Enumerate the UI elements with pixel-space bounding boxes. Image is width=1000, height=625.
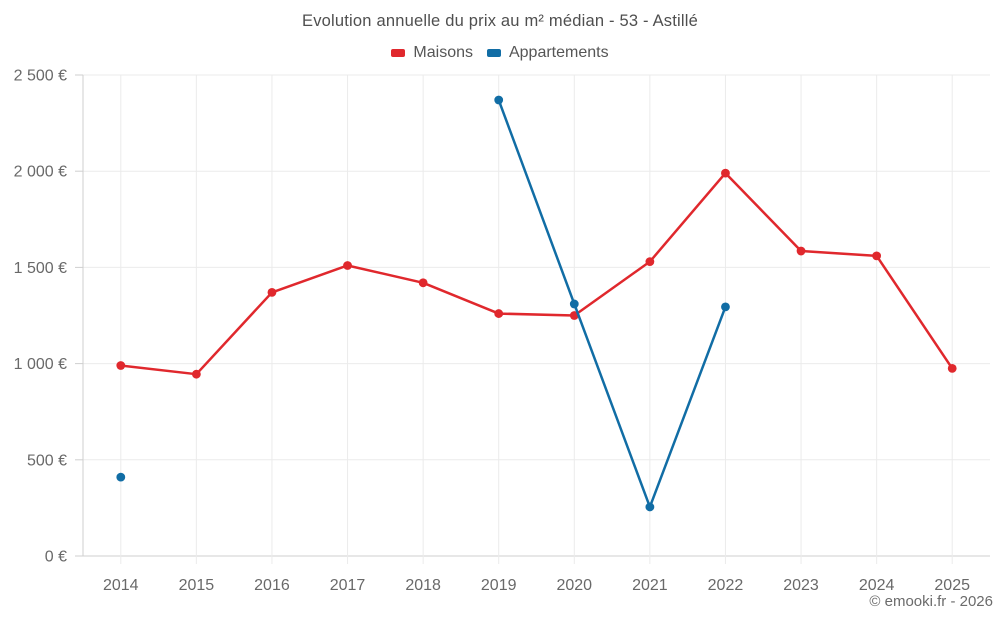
data-point-appartements-2022[interactable] xyxy=(721,302,730,312)
x-axis-tick-label: 2021 xyxy=(632,577,668,594)
x-axis-tick-label: 2017 xyxy=(330,577,366,594)
chart-legend: Maisons Appartements xyxy=(0,44,1000,62)
series-line-maisons xyxy=(119,171,954,376)
data-point-maisons-2017[interactable] xyxy=(343,261,352,270)
x-axis-tick-label: 2016 xyxy=(254,577,290,594)
x-axis-tick-label: 2023 xyxy=(783,577,819,594)
x-axis-tick-label: 2022 xyxy=(708,577,744,594)
x-axis-tick-label: 2018 xyxy=(405,577,441,594)
maisons-series-swatch-icon xyxy=(391,49,406,57)
y-axis-tick-label: 1 000 € xyxy=(14,356,67,373)
legend-item-maisons[interactable]: Maisons xyxy=(391,44,473,62)
data-point-maisons-2016[interactable] xyxy=(267,288,277,297)
data-point-maisons-2022[interactable] xyxy=(721,168,730,178)
data-point-maisons-2015[interactable] xyxy=(191,369,201,379)
x-axis-tick-label: 2024 xyxy=(859,577,895,594)
data-point-maisons-2024[interactable] xyxy=(872,251,882,261)
series-line-appartements xyxy=(497,98,727,509)
chart-title: Evolution annuelle du prix au m² médian … xyxy=(301,12,698,30)
data-point-maisons-2019[interactable] xyxy=(494,309,504,318)
x-axis-tick-label: 2019 xyxy=(481,577,517,594)
y-axis-tick-label: 2 500 € xyxy=(14,68,67,85)
y-axis-tick-label: 2 000 € xyxy=(14,164,67,181)
y-axis-tick-label: 0 € xyxy=(45,549,67,566)
copyright-credit: © emooki.fr - 2026 xyxy=(869,593,993,610)
x-axis-tick-label: 2015 xyxy=(179,577,215,594)
y-axis-tick-label: 500 € xyxy=(27,452,67,469)
appartements-series-swatch-icon xyxy=(486,49,501,57)
legend-label-appartements: Appartements xyxy=(508,44,609,61)
data-point-maisons-2021[interactable] xyxy=(645,257,655,267)
x-axis-tick-label: 2014 xyxy=(103,577,139,594)
data-point-maisons-2014[interactable] xyxy=(116,361,126,370)
data-point-maisons-2025[interactable] xyxy=(947,364,957,373)
y-axis-tick-label: 1 500 € xyxy=(14,260,67,277)
x-axis-tick-label: 2025 xyxy=(934,577,970,594)
legend-label-maisons: Maisons xyxy=(413,44,473,61)
data-point-appartements-2021[interactable] xyxy=(645,502,655,512)
data-point-appartements-2020[interactable] xyxy=(569,299,579,309)
data-point-maisons-2023[interactable] xyxy=(796,246,806,256)
x-axis-tick-label: 2020 xyxy=(556,577,592,594)
data-point-appartements-2014[interactable] xyxy=(116,472,126,482)
data-point-maisons-2018[interactable] xyxy=(418,278,428,288)
data-point-appartements-2019[interactable] xyxy=(494,95,504,105)
legend-item-appartements[interactable]: Appartements xyxy=(486,44,609,62)
